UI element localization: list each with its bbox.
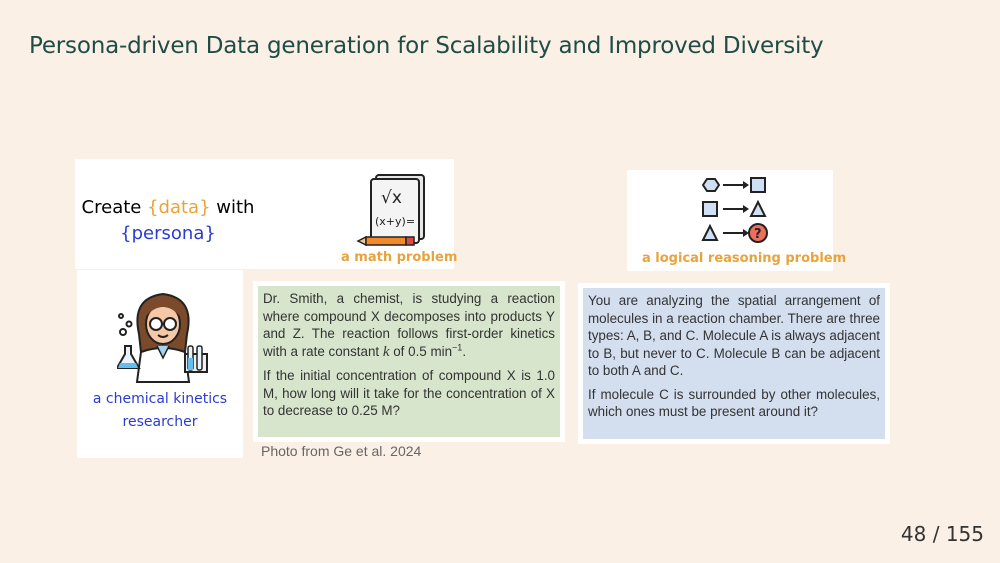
math-problem-para1: Dr. Smith, a chemist, is studying a reac… [263, 290, 555, 361]
slide-title: Persona-driven Data generation for Scala… [29, 33, 824, 59]
math-problem-text: Dr. Smith, a chemist, is studying a reac… [258, 286, 560, 437]
math-document-icon: √x (x+y)= [356, 174, 425, 247]
page-separator: / [932, 522, 940, 546]
shape-sequence-icon: ? [701, 177, 768, 243]
page-current: 48 [900, 522, 927, 546]
triangle-icon [749, 199, 767, 217]
square-icon [750, 177, 766, 193]
persona-caption-line1: a chemical kinetics [92, 391, 228, 407]
create-data-card: Create {data} with {persona} √x (x+y)= a… [75, 159, 458, 269]
page-number: 48 / 155 [901, 522, 984, 546]
create-middle: with [210, 197, 255, 218]
chemist-icon [117, 292, 208, 383]
math-caption: a math problem [341, 250, 458, 265]
test-tubes-icon [184, 345, 208, 373]
photo-credit: Photo from Ge et al. 2024 [261, 443, 422, 459]
triangle-icon [701, 223, 719, 241]
create-prefix: Create [81, 197, 148, 218]
logic-caption: a logical reasoning problem [642, 251, 847, 266]
persona-caption: a chemical kinetics researcher [77, 388, 243, 434]
logic-problem-para2: If molecule C is surrounded by other mol… [588, 386, 880, 420]
math-problem-para2: If the initial concentration of compound… [263, 368, 555, 418]
rate-constant-symbol: k [382, 343, 390, 360]
data-placeholder: {data} [147, 197, 211, 218]
create-prompt: Create {data} with {persona} [81, 195, 255, 247]
sqrt-x-text: √x [381, 188, 402, 208]
question-mark: ? [754, 227, 762, 242]
pencil-icon [356, 235, 415, 247]
page-total: 155 [945, 522, 984, 546]
question-icon [748, 223, 768, 243]
math-para1-end: . [462, 343, 467, 359]
math-para1-text: Dr. Smith, a chemist, is studying a reac… [263, 291, 555, 359]
logic-problem-text: You are analyzing the spatial arrangemen… [583, 288, 885, 439]
persona-card: a chemical kinetics researcher [77, 270, 243, 458]
persona-placeholder: {persona} [120, 223, 216, 244]
math-problem-box: Dr. Smith, a chemist, is studying a reac… [253, 281, 565, 442]
hexagon-icon [701, 178, 721, 192]
persona-caption-line2: researcher [122, 414, 198, 430]
logic-problem-para1: You are analyzing the spatial arrangemen… [588, 293, 880, 378]
flask-icon [117, 313, 141, 369]
math-para1-units: of 0.5 min [389, 343, 453, 359]
math-para1-exponent: −1 [452, 342, 463, 353]
square-icon [702, 201, 718, 217]
logic-card: ? a logical reasoning problem [627, 170, 846, 271]
xy-text: (x+y)= [375, 215, 415, 228]
logic-problem-box: You are analyzing the spatial arrangemen… [578, 283, 890, 444]
